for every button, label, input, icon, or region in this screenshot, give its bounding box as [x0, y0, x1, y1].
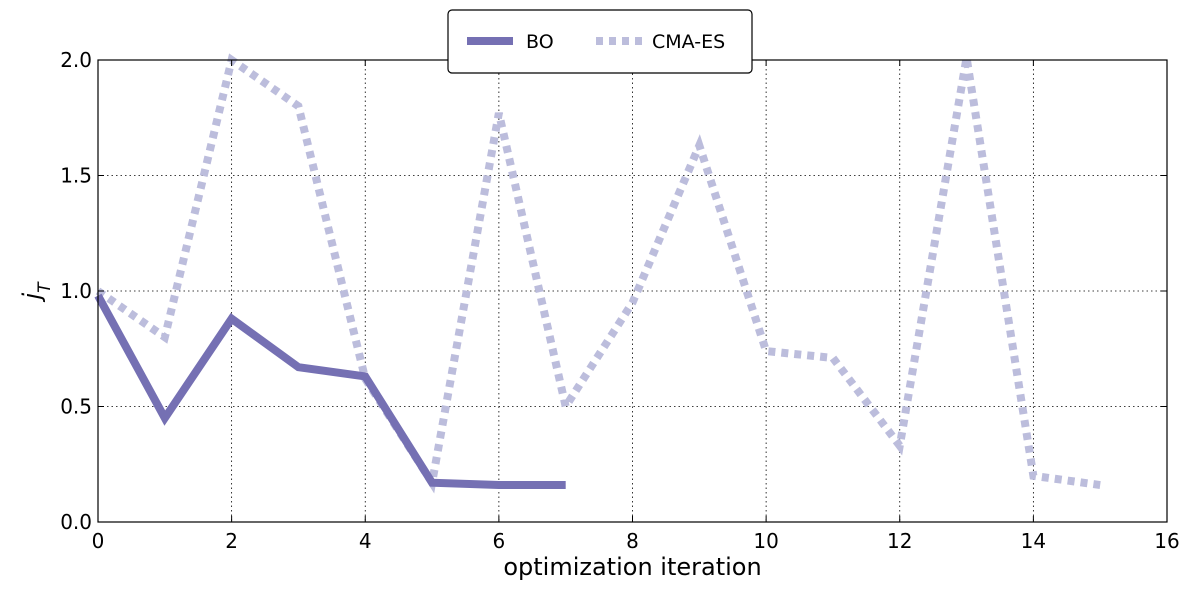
y-tick-label: 2.0 [60, 48, 92, 72]
series-lines [94, 53, 1101, 494]
y-tick-label: 0.0 [60, 510, 92, 534]
x-tick-label: 2 [225, 529, 238, 553]
y-axis-label-sub: T [35, 281, 55, 293]
series-line-cma-es [95, 53, 1101, 494]
series-line-bo [94, 293, 566, 490]
y-axis-label: jT [18, 281, 55, 303]
x-tick-label: 10 [753, 529, 778, 553]
x-tick-label: 12 [887, 529, 912, 553]
x-tick-label: 0 [92, 529, 105, 553]
x-tick-label: 14 [1021, 529, 1046, 553]
y-axis-label-main: j [18, 293, 46, 303]
axis-ticks: 0 2 4 6 8 10 12 14 16 0.0 0.5 1.0 1.5 2.0 [60, 48, 1180, 553]
legend: BO CMA-ES [447, 9, 753, 74]
y-tick-label: 0.5 [60, 395, 92, 419]
x-axis-label: optimization iteration [503, 553, 761, 581]
x-tick-label: 16 [1154, 529, 1179, 553]
legend-label-bo: BO [526, 31, 554, 53]
x-tick-label: 6 [493, 529, 506, 553]
y-tick-label: 1.0 [60, 279, 92, 303]
x-tick-label: 8 [626, 529, 639, 553]
y-tick-label: 1.5 [60, 164, 92, 188]
x-tick-label: 4 [359, 529, 372, 553]
grid-lines [98, 60, 1167, 522]
legend-label-cma-es: CMA-ES [652, 31, 725, 53]
